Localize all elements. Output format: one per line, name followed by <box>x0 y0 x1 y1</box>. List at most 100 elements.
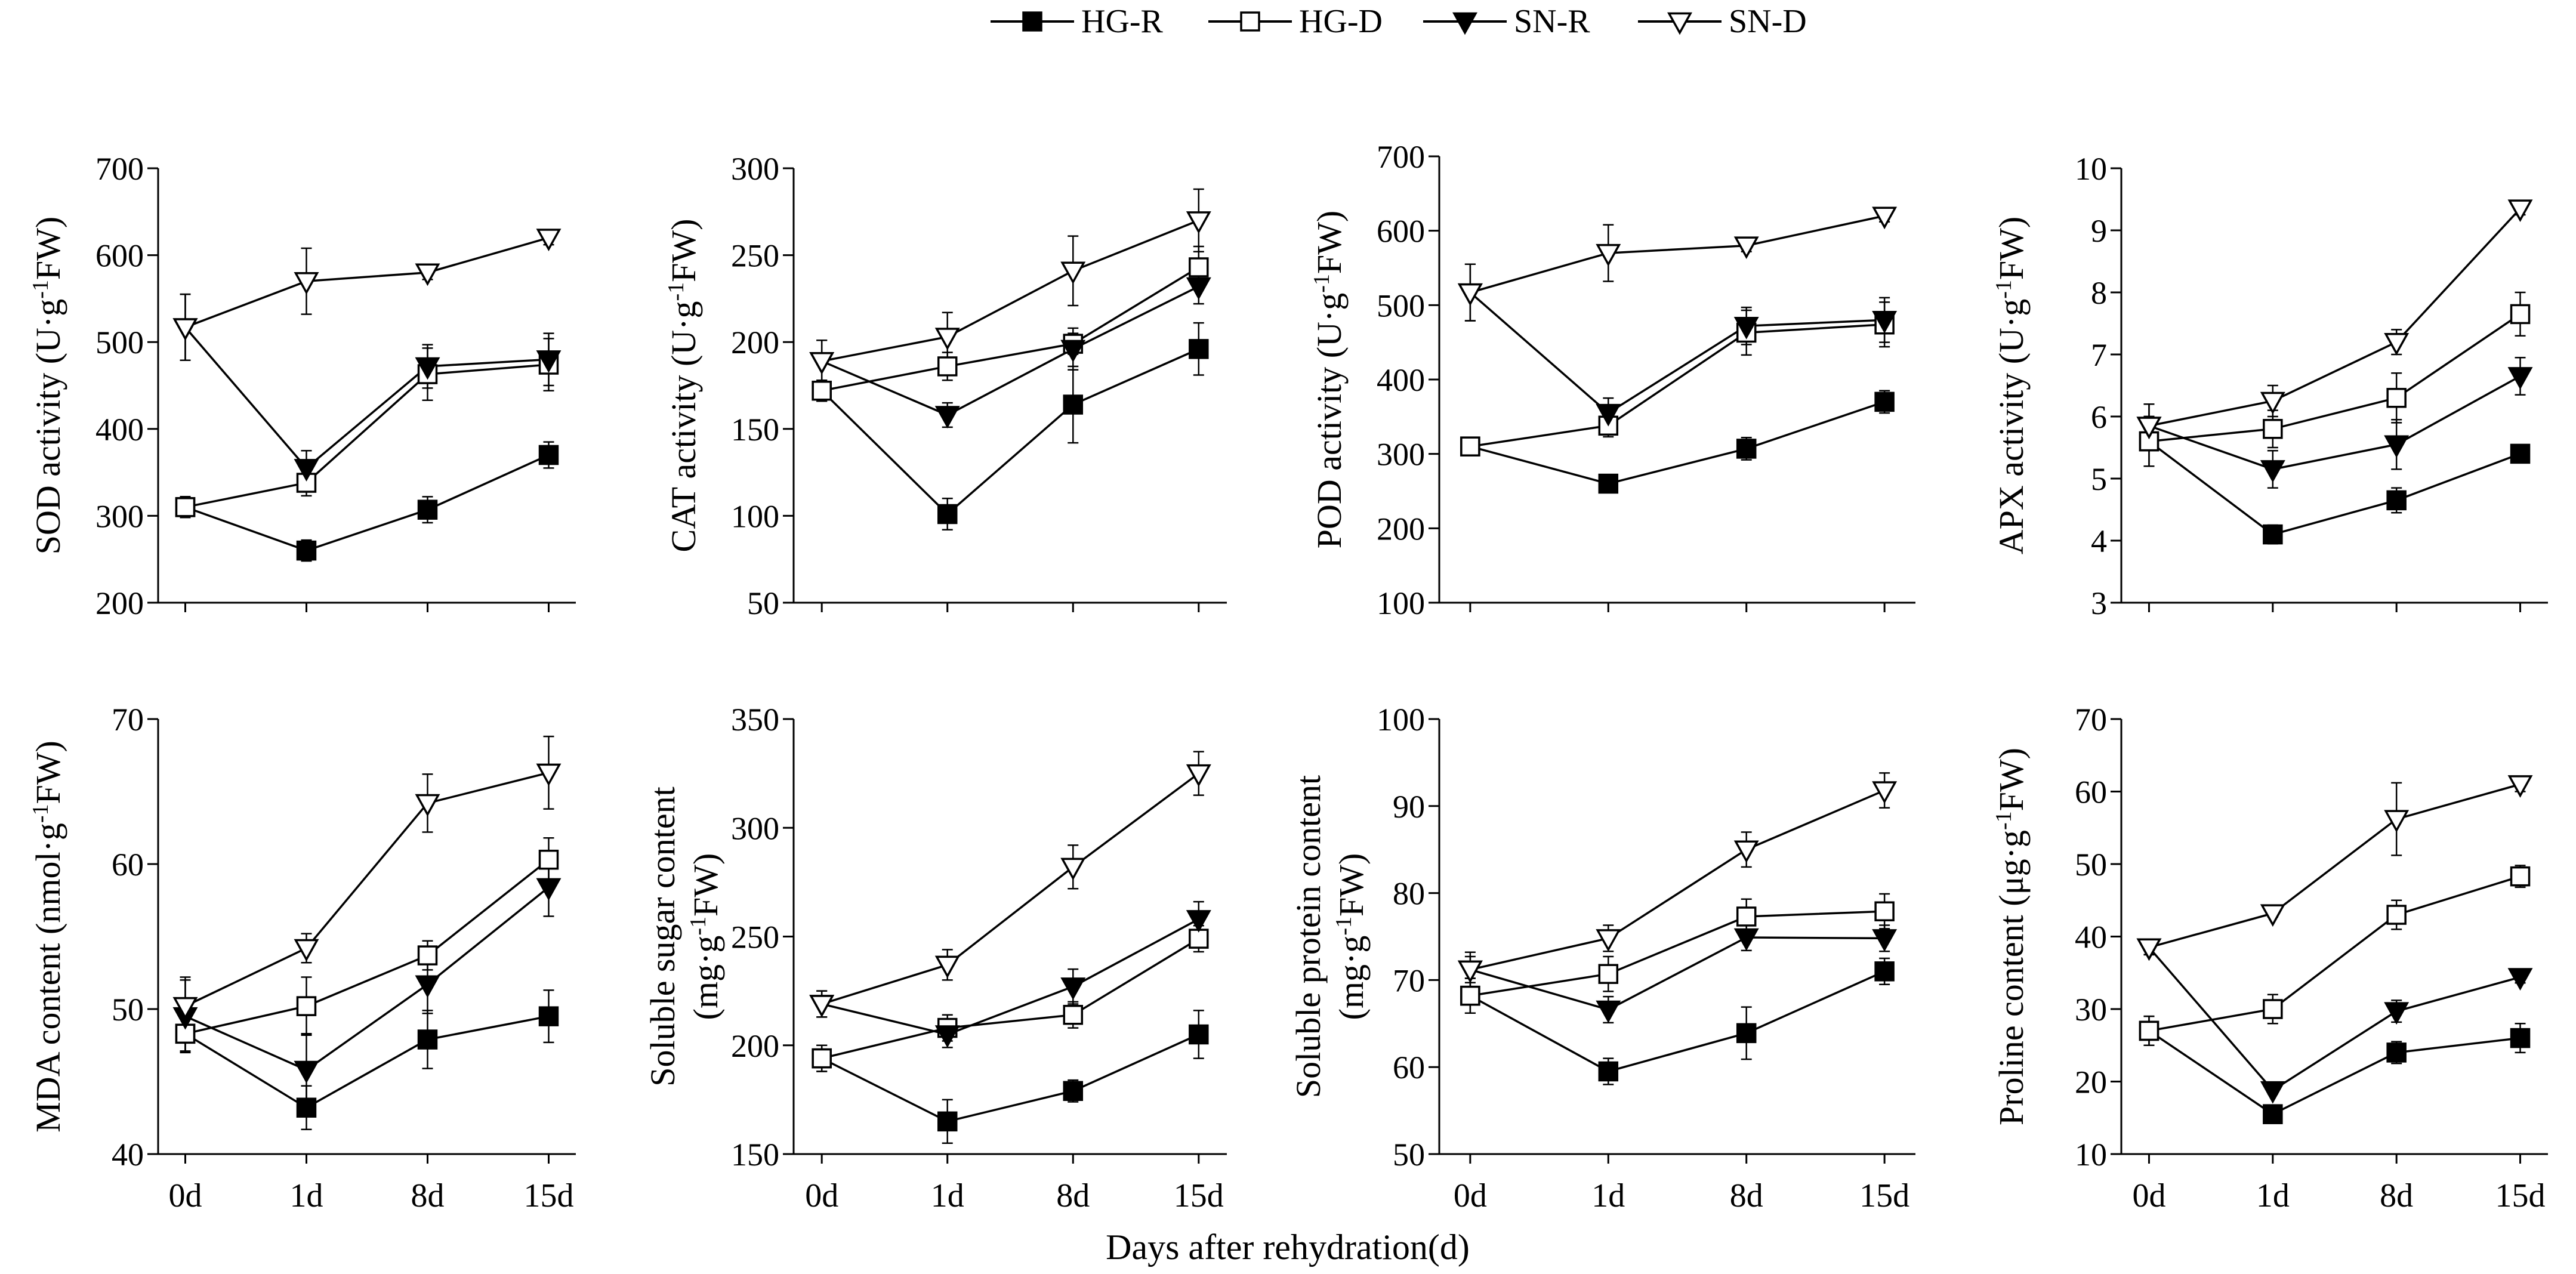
markers-hg-r <box>175 445 559 561</box>
panel-pod: 100 200 300 400 500 600 700 POD activity (U·g-1… <box>1309 139 1915 621</box>
y-tick-label: 500 <box>1377 288 1425 323</box>
data-point <box>2263 419 2283 439</box>
data-point <box>296 1097 317 1118</box>
y-tick-label: 60 <box>2075 775 2107 810</box>
y-tick-label: 100 <box>1377 585 1425 621</box>
x-tick-label: 1d <box>931 1177 964 1214</box>
y-tick-label: 10 <box>2075 151 2107 187</box>
series-line <box>185 363 549 508</box>
markers-sn-r <box>172 318 562 482</box>
data-point <box>1872 781 1898 804</box>
series-line <box>184 454 550 552</box>
y-tick-label: 4 <box>2091 523 2107 559</box>
y-tick-label: 70 <box>1393 963 1425 998</box>
y-axis-title: SOD activity (U·g-1FW) <box>28 217 67 554</box>
data-point <box>538 1006 559 1026</box>
data-point <box>809 351 835 375</box>
series-sn-r <box>816 900 1204 1048</box>
y-tick-label: 20 <box>2075 1065 2107 1100</box>
data-point <box>2384 810 2410 833</box>
data-point <box>1874 901 1895 921</box>
x-tick-label: 8d <box>1056 1177 1090 1214</box>
data-point <box>1460 985 1480 1006</box>
y-tick-label: 50 <box>1393 1137 1425 1173</box>
series-line <box>821 918 1199 1036</box>
series-line <box>2148 1029 2521 1116</box>
y-tick-label: 300 <box>95 498 144 534</box>
data-point <box>937 1111 958 1132</box>
y-axis-title: MDA content (nmol·g-1FW) <box>28 741 67 1133</box>
data-point <box>1736 439 1757 459</box>
data-point <box>415 357 440 380</box>
series-line <box>2148 946 2521 1092</box>
data-point <box>934 1025 960 1048</box>
series-line <box>2149 875 2521 1032</box>
data-point <box>1872 311 1898 334</box>
series-hg-d <box>2143 291 2526 467</box>
data-point <box>1189 339 1209 359</box>
legend-label: HG-R <box>1081 3 1164 40</box>
data-point <box>1874 391 1895 412</box>
data-point <box>2507 968 2533 991</box>
series-hg-r <box>816 1010 1204 1145</box>
data-point <box>1598 473 1619 494</box>
data-point <box>536 229 562 251</box>
data-point <box>1457 283 1483 306</box>
data-point <box>1733 236 1759 260</box>
markers-hg-r <box>1460 391 1895 494</box>
data-point <box>2260 391 2285 415</box>
data-point <box>417 499 438 520</box>
data-point <box>2263 524 2283 545</box>
y-axis-title: CAT activity (U·g-1FW) <box>664 219 703 553</box>
markers-sn-r <box>2136 367 2533 483</box>
series-sn-r <box>180 293 554 486</box>
data-point <box>2263 999 2283 1019</box>
x-tick-label: 0d <box>2132 1177 2165 1214</box>
series-hg-r <box>180 441 554 562</box>
legend-label: SN-D <box>1729 3 1807 40</box>
y-axis-title-line2: (mg·g-1FW) <box>686 853 725 1020</box>
y-tick-label: 350 <box>731 702 779 738</box>
y-tick-label: 200 <box>731 1028 779 1064</box>
data-point <box>2260 904 2285 927</box>
data-point <box>417 1029 438 1050</box>
data-point <box>172 997 198 1020</box>
series-hg-d <box>180 837 554 1052</box>
y-tick-label: 100 <box>731 498 779 534</box>
data-point <box>2386 1042 2407 1063</box>
x-tick-label: 15d <box>2495 1177 2546 1214</box>
y-tick-label: 100 <box>1377 702 1425 738</box>
y-tick-label: 30 <box>2075 992 2107 1028</box>
series-sn-d <box>816 751 1204 1018</box>
series-line <box>821 772 1199 1005</box>
x-tick-label: 15d <box>1174 1177 1224 1214</box>
data-point <box>2510 866 2531 887</box>
series-line <box>1470 936 1885 1011</box>
data-point <box>2386 490 2407 511</box>
x-tick-label: 8d <box>1730 1177 1763 1214</box>
y-axis-title: POD activity (U·g-1FW) <box>1309 211 1349 548</box>
markers-hg-d <box>1460 901 1895 1006</box>
markers-hg-d <box>2139 866 2531 1041</box>
data-point <box>1872 929 1898 952</box>
data-point <box>2263 1104 2283 1124</box>
markers-sn-d <box>2136 775 2533 961</box>
x-tick-label: 1d <box>290 1177 323 1214</box>
panel-apx: 3 4 5 6 7 8 9 10 APX activity (U·g-1FW) <box>1991 151 2548 621</box>
data-point <box>809 995 835 1017</box>
data-point <box>294 272 319 295</box>
data-point <box>538 445 559 465</box>
series-hg-d <box>1464 301 1890 456</box>
data-point <box>296 996 317 1016</box>
y-axis-title-line2: (mg·g-1FW) <box>1331 853 1371 1020</box>
panel-proline: 10 20 30 40 50 60 70 0d 1d 8d 15d Proline content (… <box>1991 702 2548 1214</box>
data-point <box>812 1048 832 1069</box>
data-point <box>538 849 559 870</box>
x-tick-label: 0d <box>1454 1177 1487 1214</box>
data-point <box>175 497 196 517</box>
series-line <box>2149 783 2521 949</box>
markers-sn-d <box>172 229 562 341</box>
y-tick-label: 400 <box>1377 362 1425 398</box>
data-point <box>1596 243 1621 267</box>
series-sn-d <box>816 188 1204 383</box>
